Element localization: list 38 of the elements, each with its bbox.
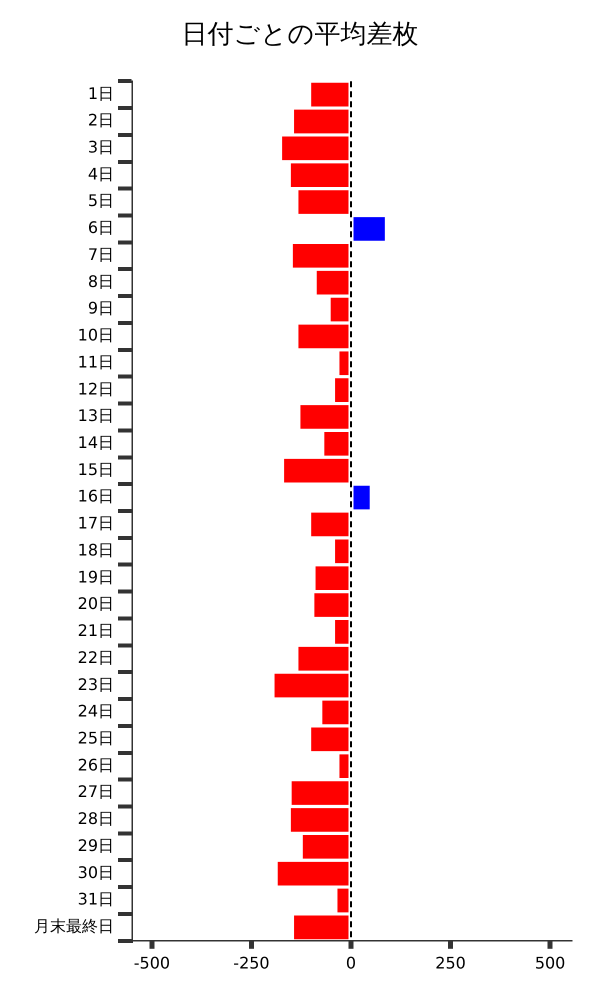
chart-title: 日付ごとの平均差枚 (182, 19, 418, 50)
y-tick-label: 8日 (88, 272, 114, 291)
y-tick-label: 21日 (78, 621, 114, 640)
y-tick-label: 15日 (78, 460, 114, 479)
y-tick-label: 10日 (78, 326, 114, 345)
y-tick-label: 23日 (78, 674, 114, 694)
y-tick-label: 20日 (78, 594, 114, 614)
y-tick-label: 7日 (88, 244, 114, 264)
x-tick-label: 500 (534, 954, 566, 973)
x-tick-label: 250 (435, 954, 466, 973)
y-tick-label: 22日 (78, 648, 114, 667)
y-tick-label: 2日 (88, 110, 114, 130)
x-tick-label: 0 (346, 954, 356, 973)
y-tick-label: 24日 (78, 702, 114, 721)
y-tick-label: 13日 (78, 406, 114, 426)
x-tick-label: -500 (134, 954, 170, 973)
y-tick-label: 9日 (88, 298, 114, 318)
y-tick-label: 29日 (78, 836, 114, 855)
y-tick-label: 月末最終日 (34, 916, 114, 936)
y-tick-label: 18日 (78, 540, 114, 560)
y-tick-label: 5日 (88, 191, 114, 210)
y-tick-label: 14日 (78, 433, 114, 452)
y-tick-label: 30日 (78, 862, 114, 882)
y-tick-label: 19日 (78, 567, 114, 586)
y-tick-label: 11日 (78, 352, 114, 372)
y-tick-label: 27日 (78, 782, 114, 802)
y-tick-label: 12日 (78, 379, 114, 398)
y-tick-label: 25日 (78, 728, 114, 748)
y-tick-label: 6日 (88, 218, 114, 238)
y-tick-label: 31日 (78, 890, 114, 909)
y-tick-label: 3日 (88, 138, 114, 157)
y-tick-label: 26日 (78, 755, 114, 774)
y-tick-label: 28日 (78, 809, 114, 828)
y-tick-label: 16日 (78, 486, 114, 506)
x-tick-label: -250 (233, 954, 270, 973)
y-tick-label: 1日 (88, 84, 114, 103)
y-tick-label: 17日 (78, 514, 114, 533)
y-tick-label: 4日 (88, 164, 114, 184)
